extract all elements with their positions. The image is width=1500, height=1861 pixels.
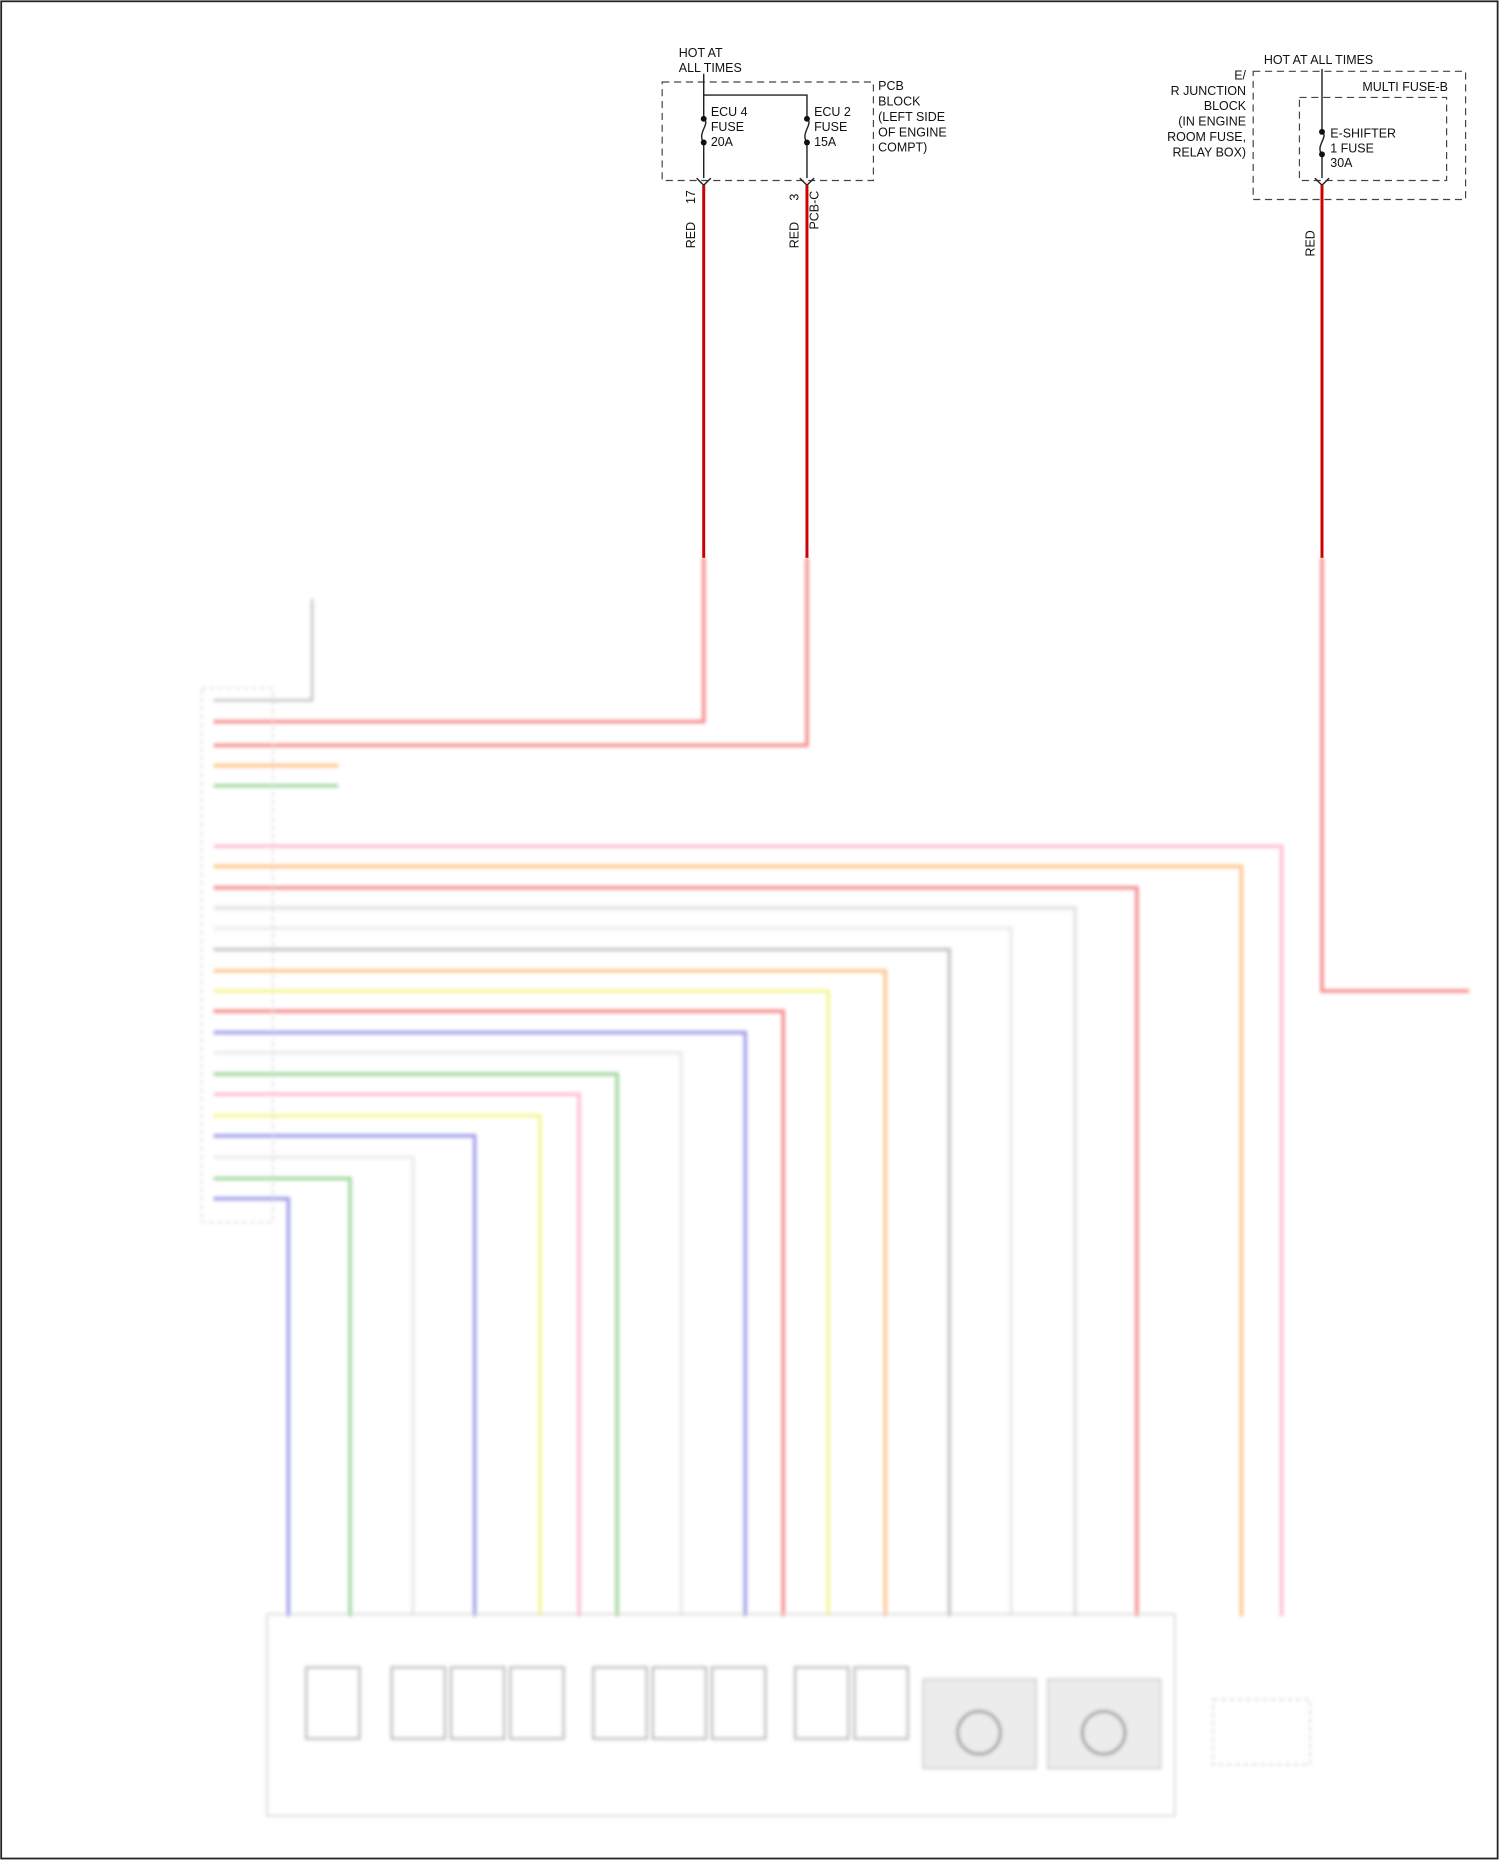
solenoid [592,1666,648,1740]
label: 15A [814,135,837,149]
connector [201,687,274,1224]
label: ECU 4 [711,105,748,119]
wire [213,906,1077,1617]
wire-color: RED [1304,230,1318,256]
label: ECU 2 [814,105,851,119]
wire-color: RED [684,222,698,248]
junction-block [1252,70,1467,201]
label: FUSE [814,120,847,134]
wire [213,599,314,702]
wire [213,557,706,724]
wire [213,1050,683,1617]
wire [213,1176,352,1617]
solenoid [449,1666,506,1740]
wire-color: RED [787,222,801,248]
pcb-block [661,81,875,182]
label: E/ [1234,68,1246,82]
solenoid [710,1666,767,1740]
label: (LEFT SIDE [878,110,945,124]
sensor [1080,1709,1127,1756]
wire [213,557,809,748]
solenoid [793,1666,850,1740]
wire [213,1092,581,1617]
label: ROOM FUSE, [1167,130,1246,144]
component [1212,1698,1311,1766]
wire [213,1134,477,1617]
wire [213,947,952,1617]
label: R JUNCTION [1171,84,1246,98]
label: E-SHIFTER [1330,127,1396,141]
wire [213,885,1139,1617]
connector: PCB-C [808,191,822,230]
solenoid [853,1666,910,1740]
sensor [955,1709,1003,1756]
label: ALL TIMES [679,61,742,75]
wire [1320,557,1470,993]
multi-fuse [1298,96,1448,182]
label: OF ENGINE [878,125,947,139]
label: BLOCK [1204,99,1247,113]
solenoid [390,1666,447,1740]
solenoid [509,1666,565,1740]
blurred-region [201,557,1470,1817]
label: COMPT) [878,141,927,155]
label: RELAY BOX) [1172,146,1246,160]
wire [213,1113,542,1617]
wire [213,1009,786,1617]
wire [213,1072,619,1617]
pin-number: 17 [684,190,698,204]
label: 30A [1330,156,1353,170]
wire [213,989,831,1617]
label: BLOCK [878,94,921,108]
wire [213,926,1013,1617]
label: HOT AT ALL TIMES [1264,53,1373,67]
label: 1 FUSE [1330,141,1374,155]
pin-number: 3 [787,194,801,201]
label: HOT AT [679,46,723,60]
label: FUSE [711,120,744,134]
solenoid [304,1666,361,1740]
label: 20A [711,135,734,149]
label: MULTI FUSE-B [1362,80,1448,94]
wire [213,1196,291,1617]
label: (IN ENGINE [1178,115,1246,129]
wire [213,1155,415,1617]
solenoid [651,1666,708,1740]
wire [213,844,1284,1617]
wire [213,864,1244,1617]
label: PCB [878,79,904,93]
module [266,1613,1176,1817]
wire [213,969,888,1617]
wire [213,1030,748,1617]
